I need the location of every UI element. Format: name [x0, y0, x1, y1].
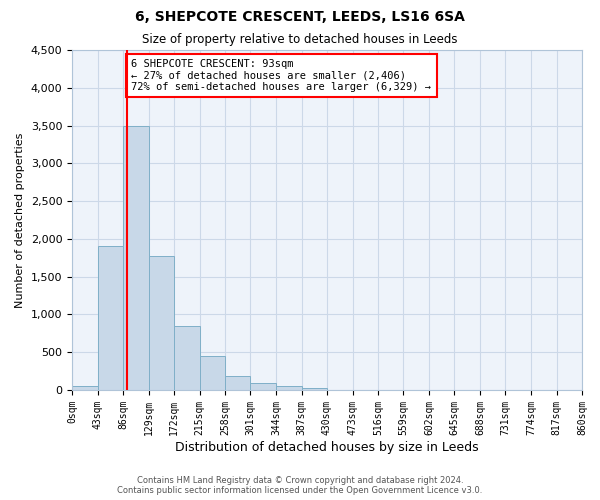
Text: Size of property relative to detached houses in Leeds: Size of property relative to detached ho… [142, 32, 458, 46]
Bar [149, 256, 174, 390]
X-axis label: Distribution of detached houses by size in Leeds: Distribution of detached houses by size … [175, 440, 479, 454]
Bar [276, 386, 302, 390]
Text: 6, SHEPCOTE CRESCENT, LEEDS, LS16 6SA: 6, SHEPCOTE CRESCENT, LEEDS, LS16 6SA [135, 10, 465, 24]
Bar [251, 383, 276, 390]
Bar [302, 388, 327, 390]
Text: Contains HM Land Registry data © Crown copyright and database right 2024.
Contai: Contains HM Land Registry data © Crown c… [118, 476, 482, 495]
Bar [225, 376, 251, 390]
Bar [123, 126, 149, 390]
Bar [174, 326, 199, 390]
Y-axis label: Number of detached properties: Number of detached properties [15, 132, 25, 308]
Text: 6 SHEPCOTE CRESCENT: 93sqm
← 27% of detached houses are smaller (2,406)
72% of s: 6 SHEPCOTE CRESCENT: 93sqm ← 27% of deta… [131, 59, 431, 92]
Bar [72, 386, 97, 390]
Bar [199, 356, 225, 390]
Bar [97, 246, 123, 390]
